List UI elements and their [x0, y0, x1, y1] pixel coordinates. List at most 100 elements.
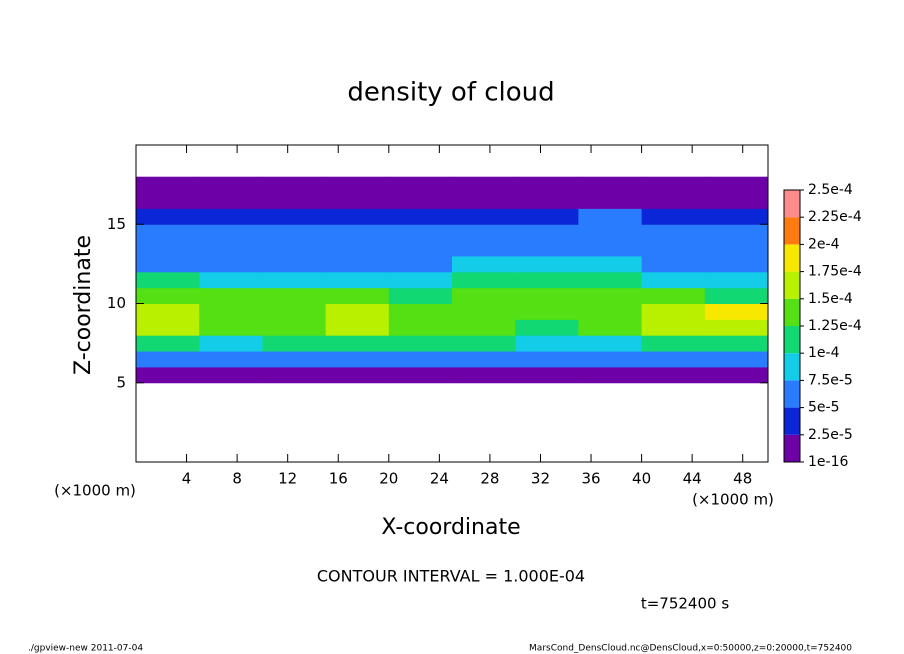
time-label: t=752400 s [641, 595, 729, 613]
cell [578, 366, 643, 384]
colorbar-band [784, 217, 800, 245]
colorbar-band [784, 298, 800, 326]
cell [704, 287, 769, 304]
colorbar-label: 5e-5 [808, 400, 839, 416]
cell [452, 287, 516, 304]
cell [325, 255, 390, 273]
cell [641, 287, 706, 304]
cell [452, 319, 516, 336]
cell [325, 176, 390, 194]
cell [136, 303, 200, 320]
cell [388, 287, 453, 304]
colorbar-label: 7.5e-5 [808, 372, 853, 388]
cell [641, 224, 706, 241]
colorbar-band [784, 434, 800, 462]
cell [515, 176, 579, 194]
cell [262, 319, 327, 336]
cell [262, 240, 327, 257]
cell [641, 303, 706, 320]
cell [452, 255, 516, 273]
cell [452, 335, 516, 352]
cell [388, 271, 453, 289]
cell [515, 303, 579, 320]
cell [452, 366, 516, 384]
cell [199, 351, 263, 368]
cell [578, 224, 643, 241]
cell [641, 335, 706, 352]
cell [641, 366, 706, 384]
cell [704, 176, 769, 194]
cell [452, 271, 516, 289]
colorbar-band [784, 271, 800, 299]
cell [641, 240, 706, 257]
cell [641, 319, 706, 336]
cell [199, 176, 263, 194]
cell [452, 224, 516, 241]
cell [452, 351, 516, 368]
x-tick-label: 40 [632, 470, 651, 488]
cell [325, 208, 390, 225]
cell [515, 208, 579, 225]
cell [515, 351, 579, 368]
colorbar-band [784, 407, 800, 435]
cell [262, 335, 327, 352]
cell [704, 255, 769, 273]
cell [388, 208, 453, 225]
cell [388, 335, 453, 352]
cell [452, 192, 516, 209]
cell [704, 224, 769, 241]
cell [578, 351, 643, 368]
cell [515, 240, 579, 257]
cell [515, 335, 579, 352]
cell [136, 271, 200, 289]
cell [136, 176, 200, 194]
chart-title: density of cloud [347, 78, 554, 108]
cell [199, 271, 263, 289]
cell [136, 351, 200, 368]
colorbar-label: 1.75e-4 [808, 264, 862, 280]
cell [704, 366, 769, 384]
cell [388, 176, 453, 194]
cell [325, 224, 390, 241]
cell [262, 224, 327, 241]
cell [325, 351, 390, 368]
cell [325, 303, 390, 320]
cell [199, 366, 263, 384]
cell [578, 208, 643, 225]
cell [262, 271, 327, 289]
colorbar-label: 2.5e-4 [808, 182, 853, 198]
cell [704, 351, 769, 368]
colorbar-label: 2e-4 [808, 236, 840, 252]
cell [641, 351, 706, 368]
x-tick-label: 32 [531, 470, 550, 488]
cell [136, 287, 200, 304]
cell [136, 240, 200, 257]
cell [136, 208, 200, 225]
cell [578, 240, 643, 257]
cell [388, 366, 453, 384]
cell [452, 176, 516, 194]
cell [704, 208, 769, 225]
cell [515, 366, 579, 384]
cell [578, 287, 643, 304]
x-tick-label: 8 [232, 470, 242, 488]
cell [578, 271, 643, 289]
cell [388, 303, 453, 320]
x-tick-label: 4 [182, 470, 192, 488]
cell [641, 271, 706, 289]
cell [388, 192, 453, 209]
cell [325, 335, 390, 352]
cell [704, 303, 769, 320]
cell [136, 335, 200, 352]
source-label: MarsCond_DensCloud.nc@DensCloud,x=0:5000… [529, 644, 852, 654]
cell [704, 271, 769, 289]
x-tick-label: 36 [581, 470, 600, 488]
colorbar-band [784, 326, 800, 354]
cell [262, 366, 327, 384]
cell [388, 224, 453, 241]
cell [641, 208, 706, 225]
cell [136, 224, 200, 241]
cell [388, 255, 453, 273]
x-tick-label: 16 [329, 470, 348, 488]
cell [136, 319, 200, 336]
